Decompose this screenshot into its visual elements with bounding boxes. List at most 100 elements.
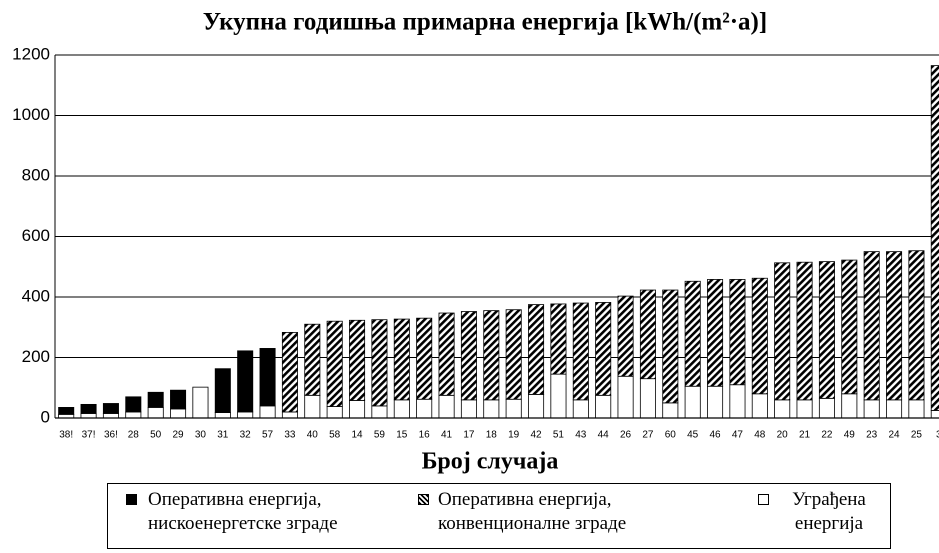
bar-segment (572, 399, 589, 419)
bar-segment (214, 412, 231, 419)
chart: Укупна годишња примарна енергија [kWh/(m… (12, 9, 939, 475)
legend-marker (126, 494, 137, 505)
x-tick-label: 17 (463, 430, 475, 441)
legend-label: Уграђена енергија (792, 489, 866, 534)
x-tick-label: 42 (531, 430, 543, 441)
bar-segment (438, 394, 455, 419)
bar-segment (751, 393, 768, 419)
bar-segment (147, 407, 164, 419)
bar-segment (729, 279, 746, 386)
x-tick-label: 37! (82, 430, 96, 441)
bar-segment (460, 399, 477, 419)
bar-segment (304, 394, 321, 419)
bar-segment (393, 318, 410, 401)
y-tick-label: 800 (22, 165, 50, 184)
bar-segment (170, 408, 187, 419)
bar-segment (416, 398, 433, 419)
bar-segment (908, 250, 925, 401)
bar-segment (58, 407, 75, 415)
bar-segment (707, 385, 724, 419)
y-tick-label: 1200 (12, 44, 50, 63)
bar-segment (841, 393, 858, 419)
bar-segment (774, 399, 791, 419)
bar-segment (237, 411, 254, 419)
bar-segment (80, 413, 97, 419)
bar-segment (707, 279, 724, 387)
x-tick-label: 25 (911, 430, 923, 441)
x-tick-label: 3 (936, 430, 939, 441)
x-tick-label: 16 (419, 430, 431, 441)
x-tick-label: 31 (217, 430, 229, 441)
y-tick-label: 0 (41, 407, 50, 426)
bar-segment (863, 399, 880, 419)
x-tick-label: 58 (329, 430, 341, 441)
bar-segment (886, 251, 903, 401)
bar-segment (550, 373, 567, 419)
bar-segment (550, 303, 567, 375)
legend-marker (758, 494, 769, 505)
bar-segment (796, 261, 813, 401)
x-tick-label: 46 (710, 430, 722, 441)
bar-segment (281, 331, 298, 413)
bar-segment (460, 311, 477, 401)
bar-segment (572, 302, 589, 401)
bar-segment (639, 378, 656, 419)
bar-segment (774, 262, 791, 401)
y-tick-label: 600 (22, 226, 50, 245)
y-tick-label: 200 (22, 347, 50, 366)
bar-segment (170, 389, 187, 410)
bar-segment (639, 289, 656, 380)
bar-segment (751, 277, 768, 395)
bar-segment (528, 304, 545, 395)
bar-segment (796, 399, 813, 419)
x-tick-label: 23 (866, 430, 878, 441)
bar-segment (908, 399, 925, 419)
bar-segment (304, 323, 321, 396)
legend-label: Оперативна енергија, нискоенергетске згр… (148, 489, 338, 534)
bar-segment (886, 399, 903, 419)
chart-title: Укупна годишња примарна енергија [kWh/(m… (203, 9, 767, 36)
x-tick-label: 26 (620, 430, 632, 441)
x-tick-label: 45 (687, 430, 699, 441)
bar-segment (684, 385, 701, 419)
x-tick-label: 20 (777, 430, 789, 441)
bar-segment (326, 406, 343, 419)
x-tick-label: 41 (441, 430, 453, 441)
x-tick-label: 50 (150, 430, 162, 441)
bar-segment (416, 317, 433, 400)
x-tick-label: 40 (307, 430, 319, 441)
x-tick-label: 49 (844, 430, 856, 441)
x-tick-label: 29 (173, 430, 185, 441)
x-tick-label: 22 (821, 430, 833, 441)
x-tick-label: 27 (642, 430, 654, 441)
bar-segment (617, 295, 634, 377)
legend-marker (418, 494, 429, 505)
bar-segment (528, 394, 545, 419)
x-tick-label: 19 (508, 430, 520, 441)
bar-segment (505, 309, 522, 400)
bar-segment (393, 399, 410, 419)
bar-segment (281, 411, 298, 419)
bar-segment (684, 280, 701, 387)
bar-segment (371, 405, 388, 419)
x-tick-label: 59 (374, 430, 386, 441)
bar-segment (214, 368, 231, 413)
bar-segment (595, 302, 612, 396)
bar-segment (841, 259, 858, 395)
bar-segment (326, 320, 343, 407)
bar-segment (80, 403, 97, 414)
bar-segment (863, 251, 880, 401)
bar-segment (349, 400, 366, 419)
bar-segment (371, 319, 388, 407)
x-tick-label: 15 (396, 430, 408, 441)
bar-segment (617, 375, 634, 419)
x-tick-label: 18 (486, 430, 498, 441)
bar-segment (818, 261, 835, 399)
bar-segment (259, 405, 276, 419)
bar-segment (505, 398, 522, 419)
x-tick-label: 30 (195, 430, 207, 441)
x-tick-label: 47 (732, 430, 744, 441)
bar-segment (102, 403, 119, 414)
y-tick-label: 400 (22, 286, 50, 305)
legend: Оперативна енергија, нискоенергетске згр… (107, 483, 891, 549)
